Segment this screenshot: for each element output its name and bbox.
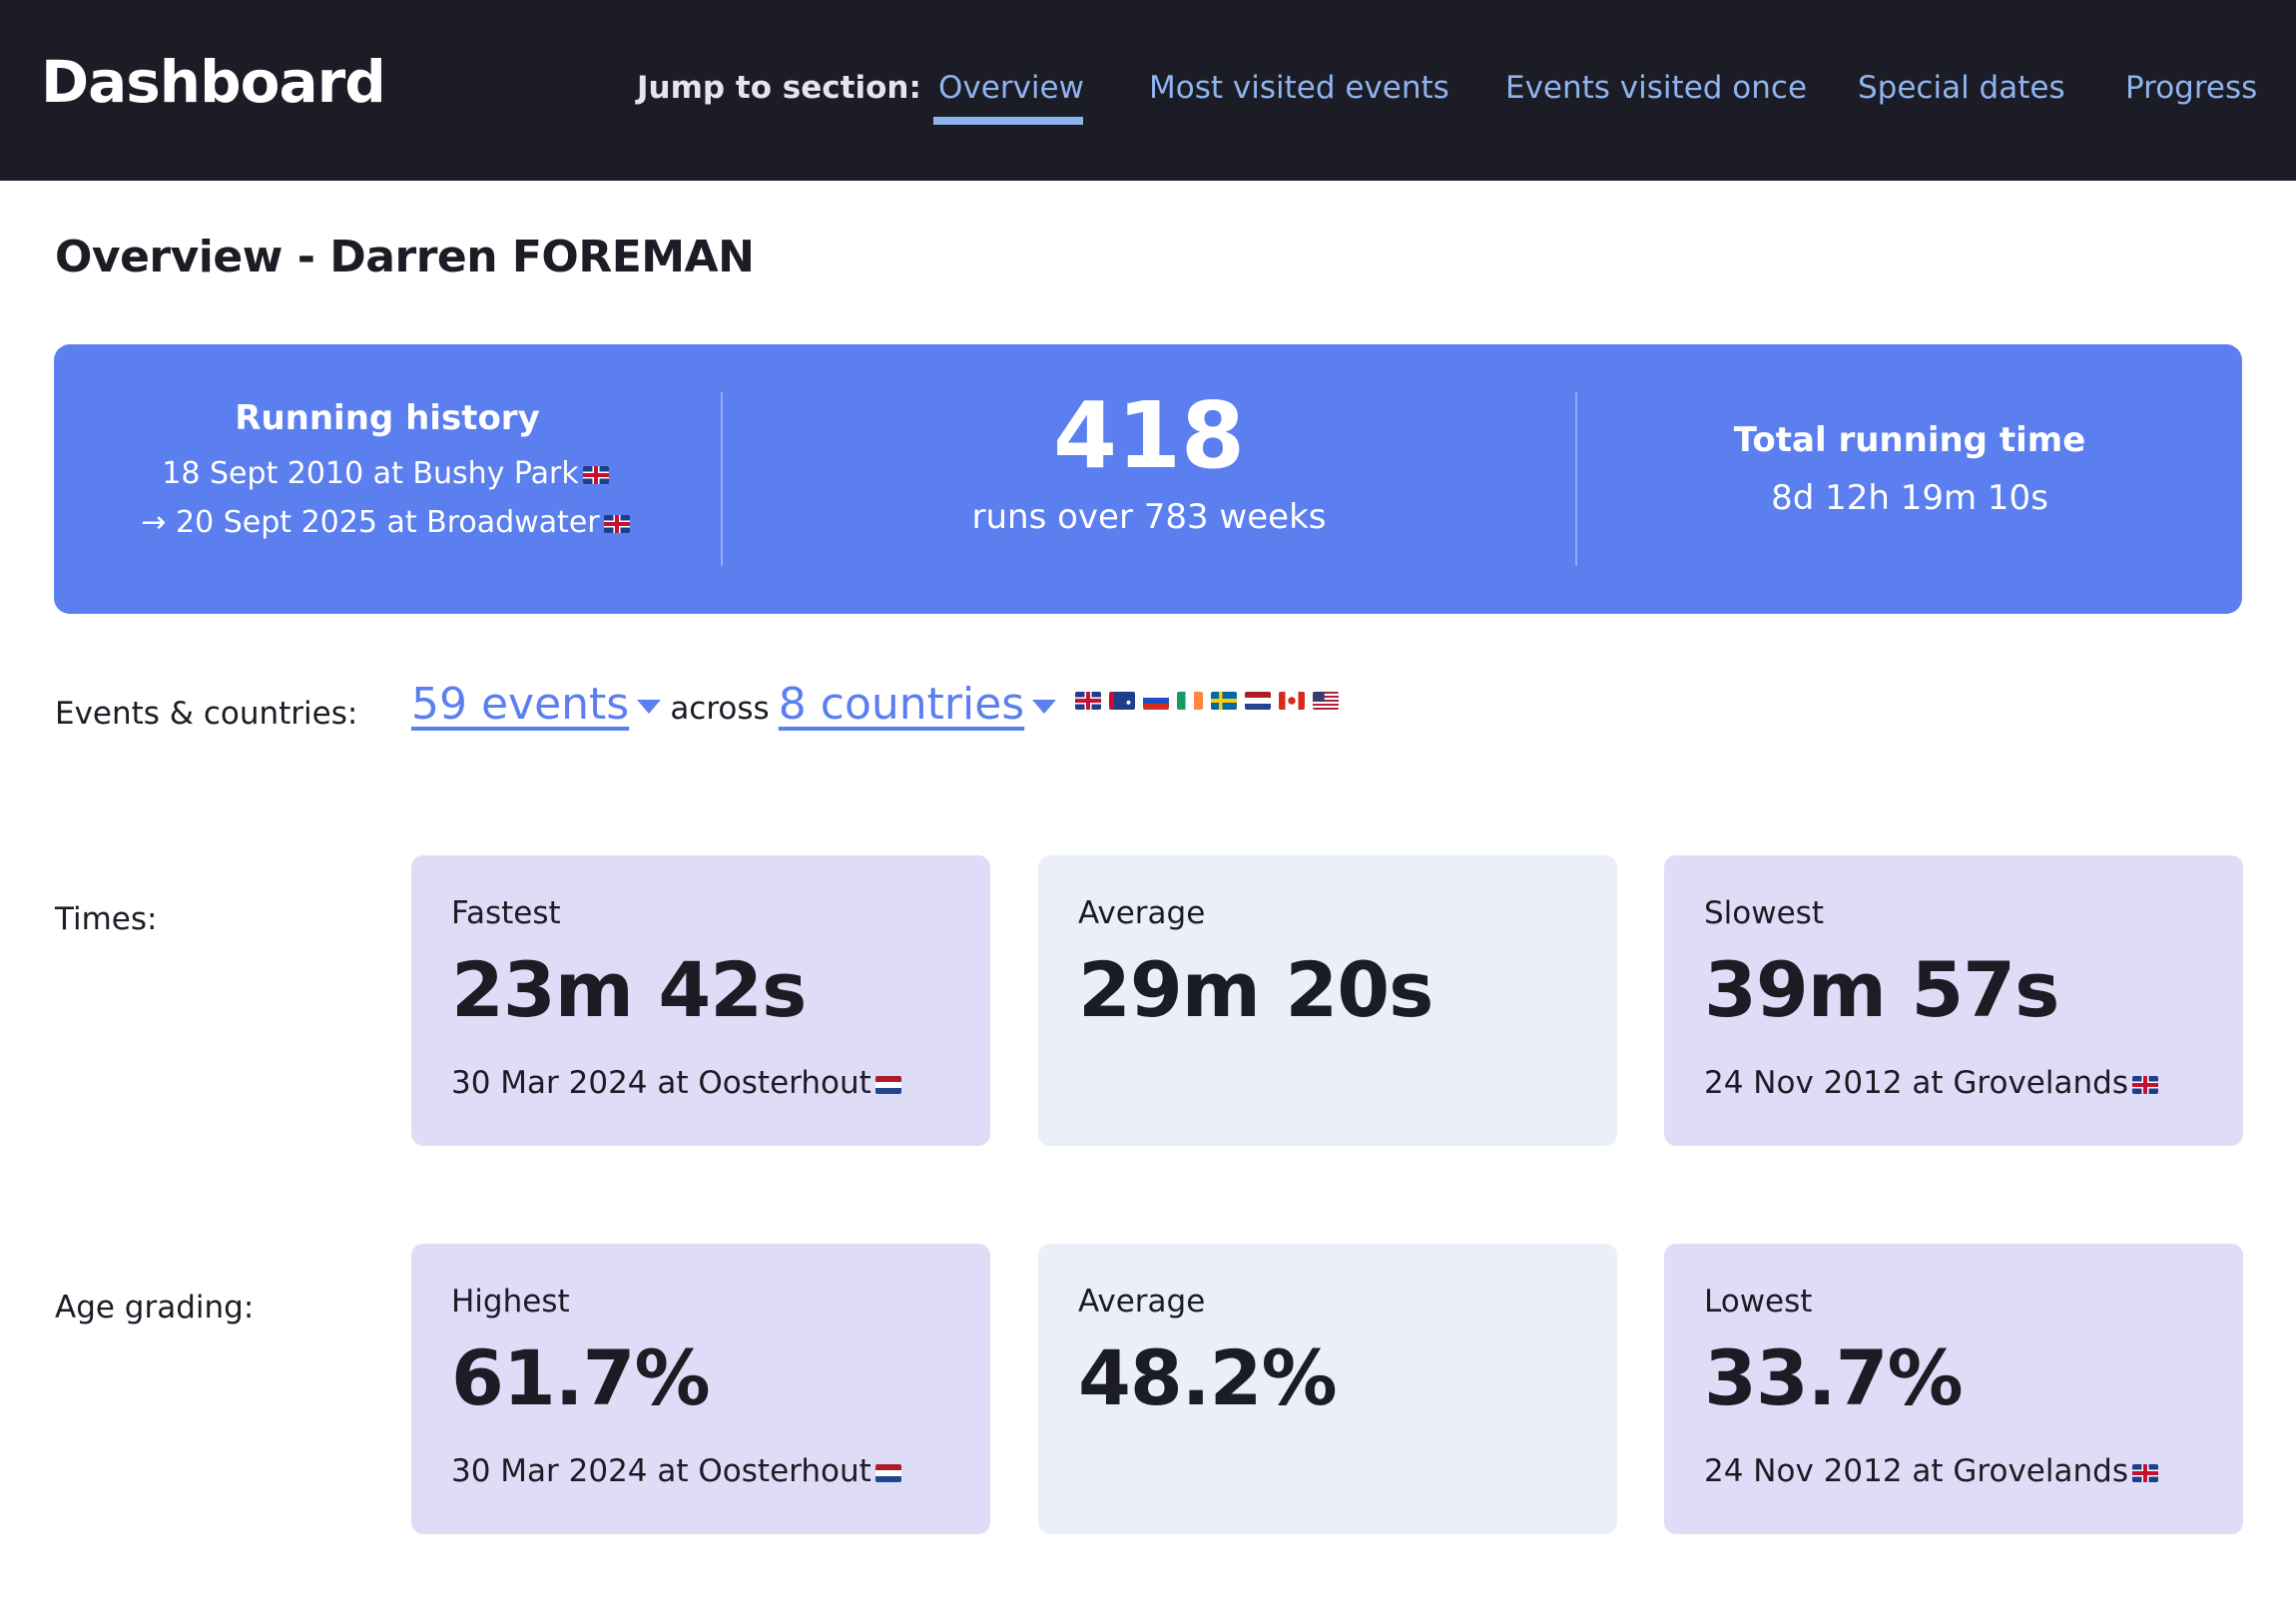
events-countries-label: Events & countries: — [55, 696, 358, 732]
flag-gb-icon — [2131, 1075, 2158, 1094]
card-value: 61.7% — [451, 1333, 711, 1422]
runs-total: 418 — [1052, 382, 1246, 489]
flag-se-icon — [1211, 691, 1238, 710]
card-label: Average — [1078, 1284, 1206, 1320]
card-value: 48.2% — [1078, 1333, 1338, 1422]
card-value: 39m 57s — [1704, 945, 2059, 1034]
times-card-fastest: Fastest 23m 42s 30 Mar 2024 at Oosterhou… — [411, 855, 990, 1146]
across-text: across — [670, 691, 770, 727]
flag-ru-icon — [1143, 691, 1170, 710]
nav-events-visited-once[interactable]: Events visited once — [1505, 70, 1808, 106]
running-history: Running history 18 Sept 2010 at Bushy Pa… — [54, 344, 721, 614]
summary-banner: Running history 18 Sept 2010 at Bushy Pa… — [54, 344, 2242, 614]
history-end: → 20 Sept 2025 at Broadwater — [54, 505, 721, 540]
runs-subtitle: runs over 783 weeks — [971, 497, 1327, 537]
age-card-lowest: Lowest 33.7% 24 Nov 2012 at Grovelands — [1664, 1244, 2243, 1534]
total-time-value: 8d 12h 19m 10s — [1771, 478, 2048, 518]
countries-dropdown[interactable]: 8 countries — [778, 679, 1057, 730]
times-card-slowest: Slowest 39m 57s 24 Nov 2012 at Groveland… — [1664, 855, 2243, 1146]
jump-to-section-label: Jump to section: — [637, 70, 921, 106]
card-label: Lowest — [1704, 1284, 1813, 1320]
age-card-highest: Highest 61.7% 30 Mar 2024 at Oosterhout — [411, 1244, 990, 1534]
times-card-average: Average 29m 20s — [1038, 855, 1617, 1146]
card-label: Highest — [451, 1284, 570, 1320]
page-title: Overview - Darren FOREMAN — [55, 232, 755, 282]
card-label: Average — [1078, 895, 1206, 931]
active-nav-underline — [933, 117, 1083, 125]
flag-gb-icon — [582, 465, 609, 484]
card-detail-text: 24 Nov 2012 at Grovelands — [1704, 1065, 2128, 1101]
card-value: 33.7% — [1704, 1333, 1964, 1422]
history-end-text: → 20 Sept 2025 at Broadwater — [141, 505, 600, 540]
caret-down-icon — [637, 700, 662, 714]
flag-ca-icon — [1279, 691, 1306, 710]
card-label: Fastest — [451, 895, 561, 931]
card-detail: 24 Nov 2012 at Grovelands — [1704, 1065, 2162, 1101]
total-running-time: Total running time 8d 12h 19m 10s — [1577, 344, 2242, 614]
flag-nl-icon — [874, 1075, 901, 1094]
card-detail: 30 Mar 2024 at Oosterhout — [451, 1453, 905, 1489]
nav-most-visited-events[interactable]: Most visited events — [1149, 70, 1449, 106]
running-history-title: Running history — [235, 398, 540, 438]
top-header: Dashboard Jump to section: Overview Most… — [0, 0, 2296, 181]
card-label: Slowest — [1704, 895, 1824, 931]
events-link-text: 59 events — [411, 679, 630, 730]
card-detail-text: 30 Mar 2024 at Oosterhout — [451, 1065, 871, 1101]
age-grading-label: Age grading: — [55, 1290, 255, 1326]
nav-progress[interactable]: Progress — [2125, 70, 2258, 106]
nav-overview[interactable]: Overview — [938, 70, 1084, 106]
card-detail: 24 Nov 2012 at Grovelands — [1704, 1453, 2162, 1489]
nav-special-dates[interactable]: Special dates — [1858, 70, 2065, 106]
flag-nl-icon — [874, 1463, 901, 1482]
total-time-title: Total running time — [1733, 420, 2086, 460]
history-start-text: 18 Sept 2010 at Bushy Park — [162, 456, 579, 491]
flag-au-icon — [1109, 691, 1136, 710]
divider — [721, 392, 723, 566]
events-countries-row: 59 events across 8 countries — [411, 679, 1343, 730]
card-detail-text: 24 Nov 2012 at Grovelands — [1704, 1453, 2128, 1489]
flag-us-icon — [1313, 691, 1340, 710]
country-flags — [1071, 690, 1343, 710]
card-detail-text: 30 Mar 2024 at Oosterhout — [451, 1453, 871, 1489]
app-title: Dashboard — [41, 48, 386, 116]
flag-gb-icon — [2131, 1463, 2158, 1482]
divider — [1575, 392, 1577, 566]
runs-count: 418 runs over 783 weeks — [723, 344, 1575, 614]
flag-nl-icon — [1245, 691, 1272, 710]
card-value: 23m 42s — [451, 945, 807, 1034]
times-label: Times: — [55, 901, 158, 937]
flag-gb-icon — [1075, 691, 1102, 710]
card-value: 29m 20s — [1078, 945, 1434, 1034]
history-start: 18 Sept 2010 at Bushy Park — [54, 456, 721, 491]
countries-link-text: 8 countries — [778, 679, 1025, 730]
events-dropdown[interactable]: 59 events — [411, 679, 662, 730]
age-card-average: Average 48.2% — [1038, 1244, 1617, 1534]
caret-down-icon — [1032, 700, 1057, 714]
flag-gb-icon — [603, 514, 630, 533]
card-detail: 30 Mar 2024 at Oosterhout — [451, 1065, 905, 1101]
flag-ie-icon — [1177, 691, 1204, 710]
